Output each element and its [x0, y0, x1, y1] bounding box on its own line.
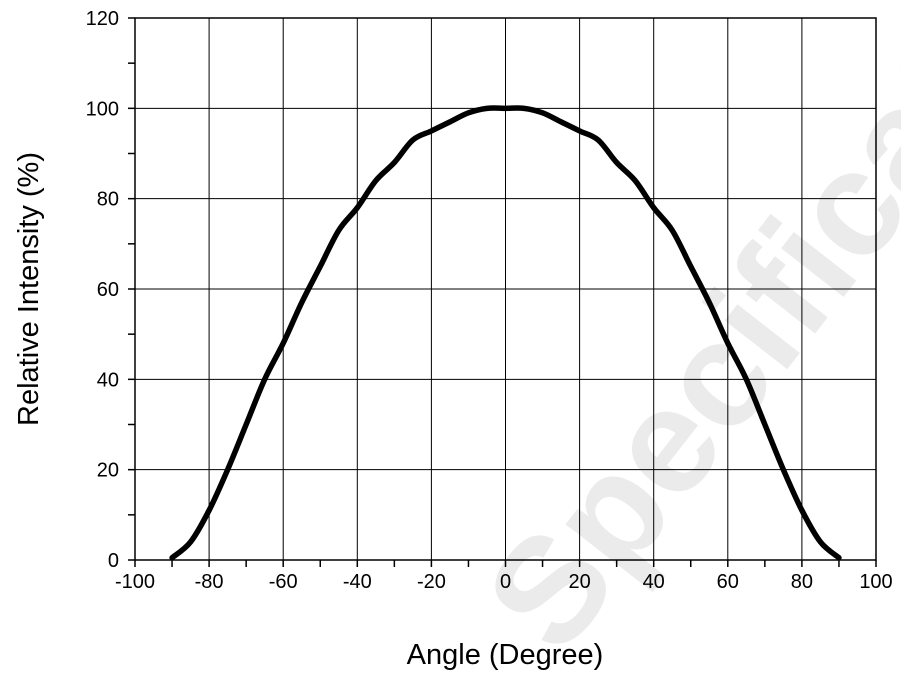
y-tick-label: 60: [97, 279, 119, 301]
axis-ticks: [128, 17, 877, 567]
y-tick-label: 80: [97, 189, 119, 211]
x-tick-label: 20: [568, 571, 590, 593]
x-tick-label: 100: [859, 571, 892, 593]
x-tick-label: 80: [791, 571, 813, 593]
series-group: [169, 105, 842, 561]
y-axis-label: Relative Intensity (%): [13, 152, 45, 426]
x-tick-label: 60: [717, 571, 739, 593]
x-tick-label: 0: [500, 571, 511, 593]
y-tick-label: 0: [108, 550, 119, 572]
x-axis-label: Angle (Degree): [407, 639, 604, 671]
y-tick-label: 120: [86, 8, 119, 30]
y-tick-label: 20: [97, 460, 119, 482]
x-tick-label: -20: [417, 571, 446, 593]
watermark: Specification: [453, 0, 901, 674]
series-line-0: [169, 105, 842, 561]
y-tick-labels: 0 20 40 60 80 100 120: [86, 8, 119, 572]
x-tick-labels: -100 -80 -60 -40 -20 0 20 40 60 80 100: [115, 571, 893, 593]
x-tick-label: 40: [643, 571, 665, 593]
x-tick-label: -80: [195, 571, 224, 593]
x-tick-label: -100: [115, 571, 155, 593]
x-tick-label: -60: [269, 571, 298, 593]
grid: [134, 17, 877, 561]
y-tick-label: 100: [86, 98, 119, 120]
y-tick-label: 40: [97, 369, 119, 391]
x-tick-label: -40: [343, 571, 372, 593]
